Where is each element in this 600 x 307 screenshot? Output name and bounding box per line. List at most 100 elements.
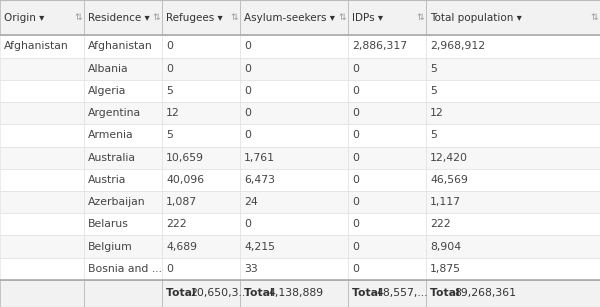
Bar	[348, 124, 426, 146]
Bar	[162, 169, 240, 191]
Bar	[426, 102, 600, 124]
Bar	[162, 0, 240, 35]
Text: 0: 0	[244, 130, 251, 140]
Bar	[0, 146, 84, 169]
Bar	[348, 80, 426, 102]
Text: 5: 5	[166, 86, 173, 96]
Text: Belgium: Belgium	[88, 242, 133, 252]
Text: 24: 24	[244, 197, 258, 207]
Bar	[84, 124, 162, 146]
Text: 0: 0	[352, 130, 359, 140]
Text: 0: 0	[352, 64, 359, 74]
Bar	[162, 213, 240, 235]
Text: 6,473: 6,473	[244, 175, 275, 185]
Text: Refugees ▾: Refugees ▾	[166, 13, 223, 23]
Text: 1,087: 1,087	[166, 197, 197, 207]
Text: 20,650,3...: 20,650,3...	[190, 289, 249, 298]
Bar	[84, 80, 162, 102]
Text: 0: 0	[352, 86, 359, 96]
Text: 89,268,361: 89,268,361	[454, 289, 516, 298]
Text: 0: 0	[352, 197, 359, 207]
Text: Albania: Albania	[88, 64, 129, 74]
Text: 0: 0	[244, 86, 251, 96]
Text: 0: 0	[352, 220, 359, 229]
Bar	[84, 57, 162, 80]
Bar	[162, 258, 240, 280]
Text: 5: 5	[430, 64, 437, 74]
Bar	[426, 0, 600, 35]
Text: 12: 12	[166, 108, 180, 118]
Text: 0: 0	[352, 264, 359, 274]
Bar	[348, 280, 426, 307]
Text: 5: 5	[166, 130, 173, 140]
Bar	[162, 102, 240, 124]
Bar	[84, 191, 162, 213]
Text: Total: Total	[352, 289, 386, 298]
Bar	[240, 169, 348, 191]
Bar	[84, 0, 162, 35]
Text: Azerbaijan: Azerbaijan	[88, 197, 146, 207]
Bar	[0, 102, 84, 124]
Text: Total: Total	[430, 289, 464, 298]
Text: Argentina: Argentina	[88, 108, 142, 118]
Text: Asylum-seekers ▾: Asylum-seekers ▾	[244, 13, 335, 23]
Bar	[426, 213, 600, 235]
Text: 12,420: 12,420	[430, 153, 468, 163]
Text: 4,215: 4,215	[244, 242, 275, 252]
Bar	[84, 102, 162, 124]
Bar	[426, 169, 600, 191]
Bar	[84, 258, 162, 280]
Text: Residence ▾: Residence ▾	[88, 13, 149, 23]
Bar	[0, 235, 84, 258]
Text: 33: 33	[244, 264, 258, 274]
Text: 0: 0	[244, 220, 251, 229]
Bar	[426, 258, 600, 280]
Text: Total: Total	[244, 289, 278, 298]
Text: 5: 5	[430, 86, 437, 96]
Bar	[348, 235, 426, 258]
Bar	[84, 280, 162, 307]
Text: ⇅: ⇅	[152, 13, 160, 22]
Bar	[84, 146, 162, 169]
Text: 0: 0	[352, 175, 359, 185]
Text: 10,659: 10,659	[166, 153, 204, 163]
Bar	[0, 57, 84, 80]
Text: 0: 0	[352, 108, 359, 118]
Bar	[0, 35, 84, 57]
Text: Belarus: Belarus	[88, 220, 129, 229]
Text: Total population ▾: Total population ▾	[430, 13, 521, 23]
Text: ⇅: ⇅	[338, 13, 346, 22]
Text: 5: 5	[430, 130, 437, 140]
Text: Algeria: Algeria	[88, 86, 127, 96]
Text: 0: 0	[166, 264, 173, 274]
Bar	[240, 213, 348, 235]
Bar	[162, 191, 240, 213]
Bar	[0, 169, 84, 191]
Bar	[162, 146, 240, 169]
Text: IDPs ▾: IDPs ▾	[352, 13, 383, 23]
Bar	[162, 280, 240, 307]
Text: 0: 0	[244, 64, 251, 74]
Bar	[240, 280, 348, 307]
Text: 0: 0	[166, 64, 173, 74]
Bar	[0, 258, 84, 280]
Text: 2,968,912: 2,968,912	[430, 41, 485, 52]
Text: 0: 0	[244, 41, 251, 52]
Bar	[426, 191, 600, 213]
Bar	[84, 35, 162, 57]
Bar	[240, 80, 348, 102]
Text: 0: 0	[244, 108, 251, 118]
Bar	[348, 213, 426, 235]
Bar	[162, 235, 240, 258]
Text: 4,138,889: 4,138,889	[268, 289, 323, 298]
Bar	[426, 280, 600, 307]
Text: ⇅: ⇅	[74, 13, 82, 22]
Text: 46,569: 46,569	[430, 175, 468, 185]
Bar	[240, 258, 348, 280]
Bar	[240, 35, 348, 57]
Bar	[162, 35, 240, 57]
Bar	[240, 235, 348, 258]
Bar	[426, 235, 600, 258]
Text: Afghanistan: Afghanistan	[88, 41, 153, 52]
Text: ⇅: ⇅	[590, 13, 598, 22]
